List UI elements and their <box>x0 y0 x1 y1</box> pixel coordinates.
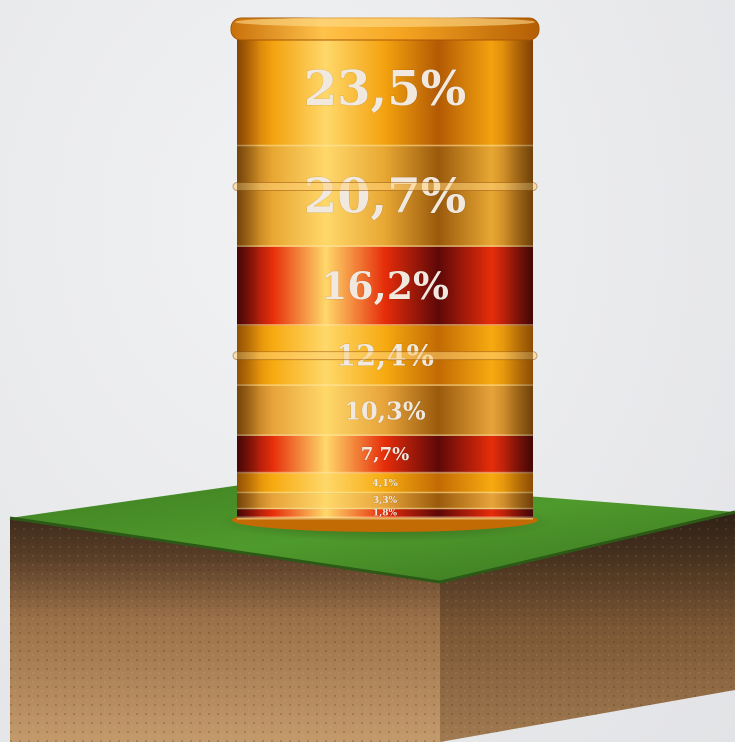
barrel: 23,5%20,7%16,2%12,4%10,3%7,7%4,1%3,3%1,8… <box>230 17 540 532</box>
soil-block <box>9 478 735 742</box>
